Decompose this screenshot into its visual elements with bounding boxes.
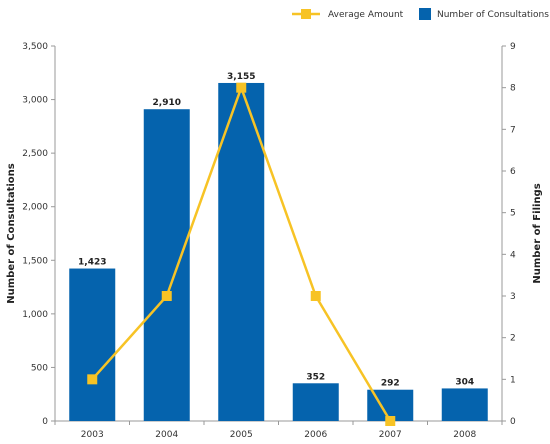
y-axis-left-title: Number of Consultations: [6, 163, 17, 304]
y-tick-left-label: 3,500: [22, 42, 48, 52]
bar-data-label: 3,155: [227, 72, 255, 82]
bar: [218, 82, 265, 421]
legend-line-marker: [301, 9, 311, 19]
y-tick-right-label: 7: [510, 125, 516, 135]
y-tick-right-label: 3: [510, 292, 516, 302]
bars: [69, 82, 488, 421]
y-tick-right-label: 2: [510, 334, 516, 344]
line-point: [161, 291, 172, 301]
axes: 0 500 1,000 1,500 2,000 2,500 3,000 3,500 0 1 2 3 4 5…: [6, 42, 543, 440]
bar-data-label: 292: [381, 379, 400, 389]
bar-data-label: 2,910: [153, 98, 181, 108]
x-tick-label: 2008: [453, 430, 476, 440]
x-tick-label: 2003: [81, 430, 104, 440]
x-tick-label: 2005: [230, 430, 253, 440]
y-tick-right-label: 0: [510, 417, 516, 427]
y-tick-left-label: 2,500: [22, 149, 48, 159]
bar: [292, 383, 339, 421]
y-tick-right-label: 4: [510, 250, 516, 260]
bar: [441, 388, 488, 421]
x-tick-label: 2006: [304, 430, 327, 440]
y-tick-right-label: 9: [510, 42, 516, 52]
line-point: [87, 374, 98, 385]
legend-bar-swatch: [419, 8, 431, 20]
bar: [69, 268, 116, 421]
bar-data-label: 352: [306, 372, 325, 382]
bar-data-label: 1,423: [78, 258, 106, 268]
x-tick-label: 2007: [379, 430, 402, 440]
bar: [143, 109, 190, 421]
bar-data-label: 304: [455, 377, 474, 387]
data-labels: 1,423 2,910 3,155 352 292 304: [78, 72, 474, 389]
y-tick-right-label: 1: [510, 375, 516, 385]
legend: Average Amount Number of Consultations: [292, 8, 549, 20]
legend-label: Number of Consultations: [437, 10, 549, 20]
x-tick-label: 2004: [155, 430, 178, 440]
y-tick-left-label: 1,500: [22, 256, 48, 266]
y-tick-left-label: 0: [42, 417, 48, 427]
y-tick-left-label: 500: [31, 363, 48, 373]
y-tick-right-label: 5: [510, 209, 516, 219]
line-series: [87, 82, 396, 426]
y-tick-left-label: 1,000: [22, 310, 48, 320]
y-tick-right-label: 8: [510, 84, 516, 94]
y-tick-left-label: 2,000: [22, 203, 48, 213]
line-point: [310, 291, 321, 301]
y-tick-right-label: 6: [510, 167, 516, 177]
y-axis-right-title: Number of Filings: [532, 183, 543, 283]
line-point: [385, 416, 396, 426]
legend-label: Average Amount: [328, 10, 404, 20]
line-point: [236, 82, 247, 93]
y-tick-left-label: 3,000: [22, 96, 48, 106]
